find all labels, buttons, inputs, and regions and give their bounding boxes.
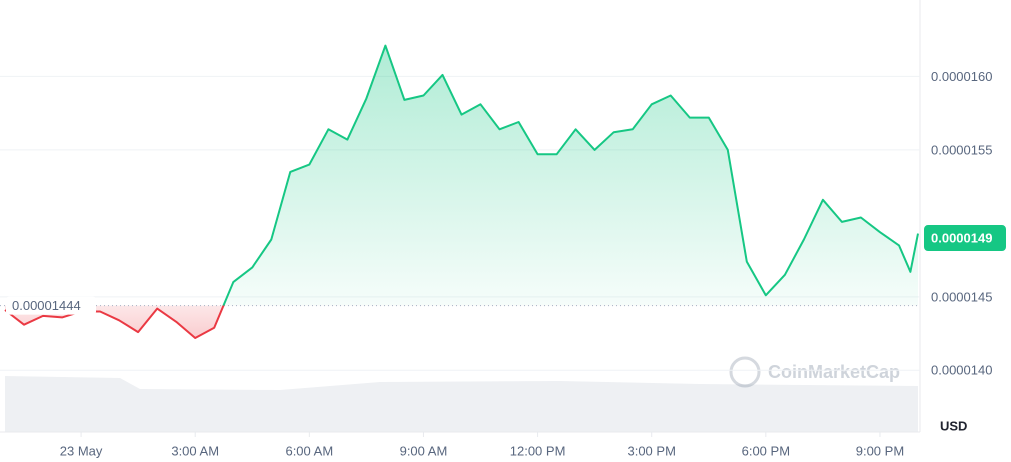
- volume-area: [5, 376, 918, 432]
- y-unit: USD: [940, 418, 967, 433]
- current-price-badge: [924, 225, 1006, 252]
- x-tick-label: 23 May: [60, 443, 103, 458]
- y-tick-label: 0.0000145: [931, 289, 992, 304]
- x-tick-label: 3:00 AM: [171, 443, 219, 458]
- x-tick-label: 3:00 PM: [627, 443, 675, 458]
- price-line: [4, 44, 919, 339]
- price-area: [5, 45, 918, 338]
- watermark: CoinMarketCap: [768, 362, 900, 382]
- x-tick-label: 9:00 AM: [400, 443, 448, 458]
- x-tick-label: 6:00 PM: [742, 443, 790, 458]
- watermark-logo: [729, 356, 761, 388]
- baseline-label-bg: [6, 296, 96, 315]
- current-price-label: 0.0000149: [931, 230, 992, 245]
- y-tick-label: 0.0000160: [931, 69, 992, 84]
- y-tick-label: 0.0000155: [931, 142, 992, 157]
- x-tick-label: 6:00 AM: [285, 443, 333, 458]
- baseline-label: 0.00001444: [12, 298, 81, 313]
- x-tick-label: 12:00 PM: [510, 443, 566, 458]
- y-tick-label: 0.0000140: [931, 363, 992, 378]
- x-tick-label: 9:00 PM: [856, 443, 904, 458]
